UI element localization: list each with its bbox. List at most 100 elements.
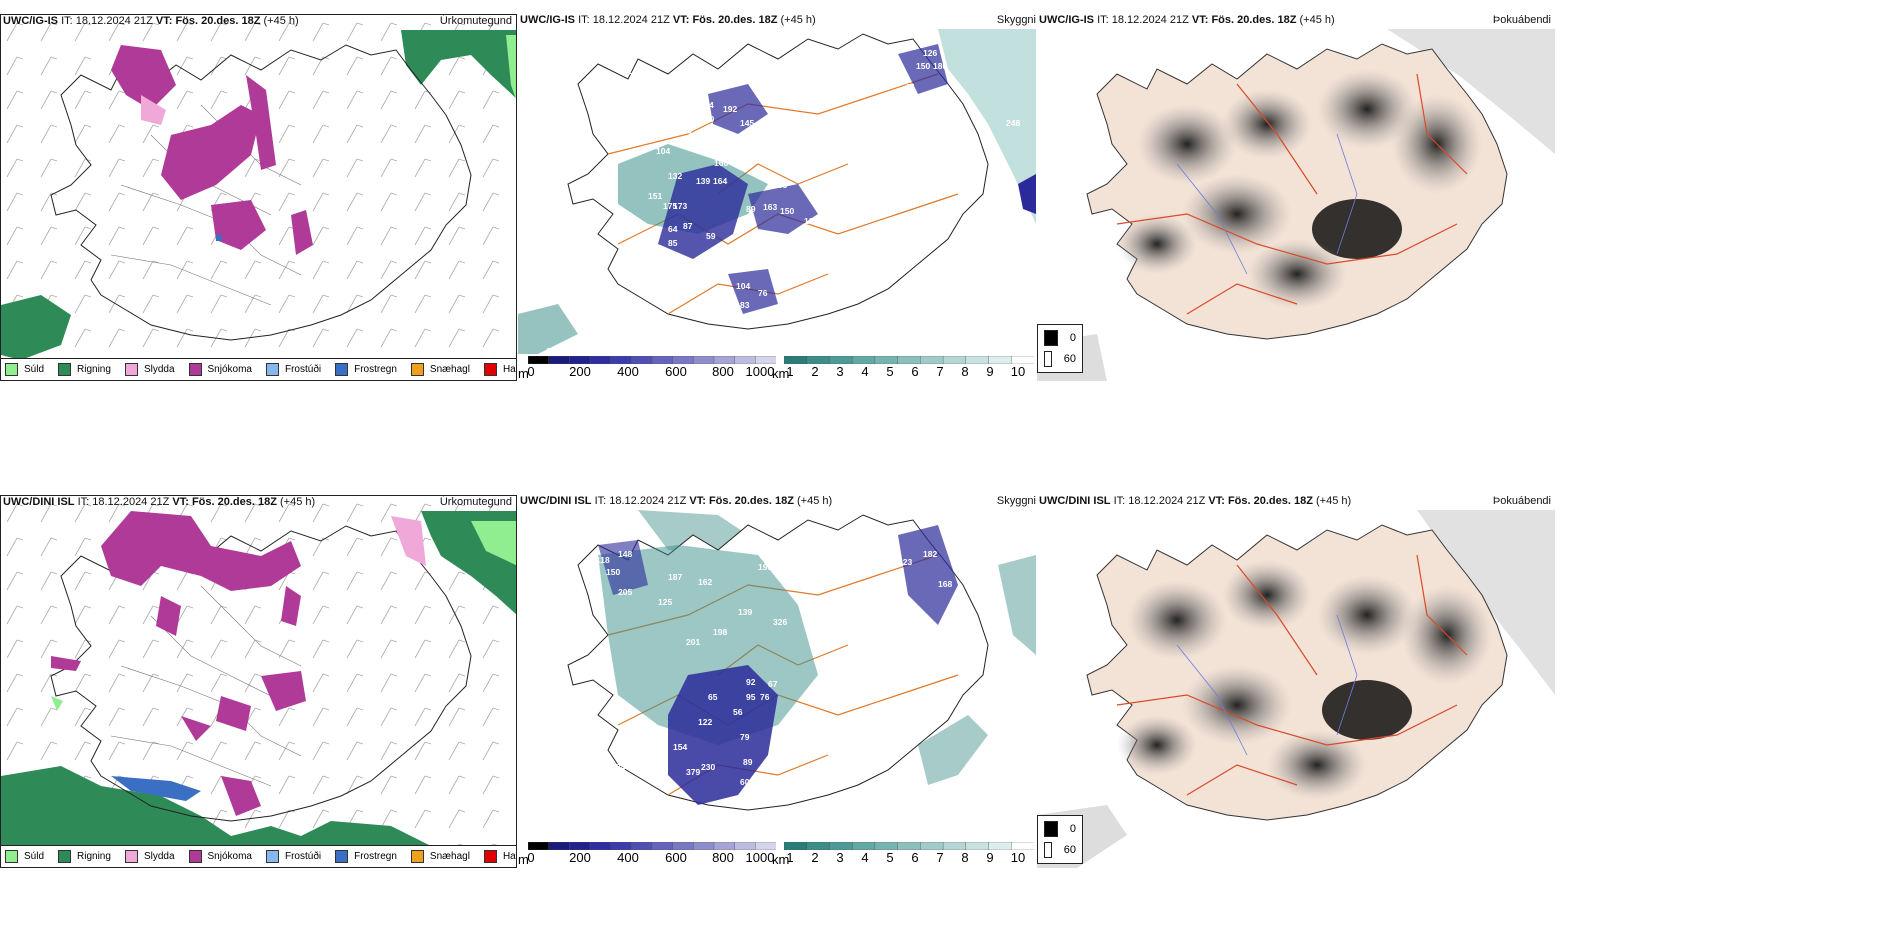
precip-legend-bottom: Súld Rigning Slydda Snjókoma Frostúði Fr… bbox=[1, 845, 516, 867]
vis-label: 248 bbox=[1006, 118, 1020, 128]
visibility-map-bottom: 205 148 150 118 187 162 195 105 123 182 … bbox=[567, 510, 1036, 811]
vis-label: 166 bbox=[714, 158, 728, 168]
colorbar-cell bbox=[528, 356, 550, 364]
colorbar-cell bbox=[631, 356, 653, 364]
vis-label: 83 bbox=[740, 300, 750, 310]
vis-label: 91 bbox=[906, 82, 916, 92]
legend-item: Slydda bbox=[124, 363, 175, 376]
vis-label: 87 bbox=[683, 221, 693, 231]
fog-legend-row: 60 bbox=[1044, 351, 1076, 367]
vis-label: 65 bbox=[708, 692, 718, 702]
legend-item: Snjókoma bbox=[188, 850, 252, 863]
cbar-m-cells bbox=[528, 356, 776, 364]
colorbar-cell bbox=[965, 356, 990, 364]
fog-legend-row: 0 bbox=[1044, 330, 1076, 346]
colorbar-m-bottom: m 0 200 400 600 800 1000 bbox=[518, 842, 776, 868]
colorbar-cell bbox=[713, 356, 736, 364]
vis-label: 125 bbox=[734, 136, 748, 146]
vis-label: 76 bbox=[758, 288, 768, 298]
vis-label: 126 bbox=[923, 48, 937, 58]
vis-label: 201 bbox=[704, 138, 718, 148]
colorbar-cell bbox=[897, 842, 921, 850]
colorbar-m-gradient bbox=[528, 842, 776, 850]
vis-label: 205 bbox=[618, 587, 632, 597]
colorbar-cell bbox=[784, 842, 808, 850]
colorbar-cell bbox=[651, 356, 674, 364]
vis-label: 173 bbox=[673, 201, 687, 211]
vis-label: 76 bbox=[760, 692, 770, 702]
vis-label: 120 bbox=[668, 98, 682, 108]
colorbar-m-gradient bbox=[528, 356, 776, 364]
colorbar-cell bbox=[874, 842, 899, 850]
colorbar-km-ticks: 1 2 3 4 5 6 7 8 9 10 bbox=[786, 850, 1026, 865]
panel-title-fog: Þokuábendi bbox=[1492, 14, 1551, 26]
legend-item: Frostregn bbox=[335, 363, 397, 376]
fog-panel-bottom: UWC/DINI ISL IT: 18.12.2024 21Z VT: Fös.… bbox=[1037, 495, 1555, 868]
vis-label: 127 bbox=[754, 152, 768, 162]
iceland-outline bbox=[567, 33, 989, 330]
vis-label: 230 bbox=[701, 762, 715, 772]
colorbar-cell bbox=[988, 842, 1012, 850]
panel-header-top-3: UWC/IG-IS IT: 18.12.2024 21Z VT: Fös. 20… bbox=[1039, 14, 1335, 26]
colorbar-cell bbox=[920, 842, 944, 850]
vis-label: 195 bbox=[758, 562, 772, 572]
vis-label: 59 bbox=[706, 231, 716, 241]
colorbar-cell bbox=[755, 842, 776, 850]
fog-legend-row: 60 bbox=[1044, 842, 1076, 858]
colorbar-cell bbox=[569, 356, 591, 364]
fog-panel-top: UWC/IG-IS IT: 18.12.2024 21Z VT: Fös. 20… bbox=[1037, 14, 1555, 381]
vis-label: 192 bbox=[723, 104, 737, 114]
visibility-panel-top: 126 180 150 420 91 248 132 94 120 114 19… bbox=[518, 14, 1036, 381]
iceland-outline bbox=[50, 44, 472, 341]
legend-item: Súld bbox=[5, 850, 44, 863]
colorbar-km-top: km 1 2 3 4 5 6 7 8 9 10 bbox=[772, 356, 1034, 381]
legend-item: Snæhagl bbox=[410, 850, 470, 863]
vis-label: 187 bbox=[668, 572, 682, 582]
vis-label: 420 bbox=[880, 52, 894, 62]
colorbar-cell bbox=[829, 356, 853, 364]
colorbar-km-ticks: 1 2 3 4 5 6 7 8 9 10 bbox=[786, 364, 1026, 379]
legend-item: Haglél bbox=[483, 363, 516, 376]
vis-label: 85 bbox=[668, 238, 678, 248]
colorbar-km-gradient bbox=[784, 842, 1034, 850]
legend-item: Slydda bbox=[124, 850, 175, 863]
vis-label: 165 bbox=[828, 692, 842, 702]
colorbar-cell bbox=[734, 356, 756, 364]
lead-time: (+45 h) bbox=[263, 15, 299, 27]
colorbar-km-gradient bbox=[784, 356, 1034, 364]
visibility-labels: 205 148 150 118 187 162 195 105 123 182 … bbox=[596, 549, 952, 807]
vis-label: 150 bbox=[606, 567, 620, 577]
vis-label: 155 bbox=[773, 180, 787, 190]
cbar-m-cells bbox=[528, 842, 776, 850]
vis-label: 139 bbox=[738, 607, 752, 617]
colorbar-cell bbox=[851, 356, 876, 364]
vis-label: 90 bbox=[546, 196, 556, 206]
colorbar-cell bbox=[672, 356, 694, 364]
vis-label: 145 bbox=[740, 118, 754, 128]
colorbar-m-ticks: 0 200 400 600 800 1000 bbox=[527, 850, 775, 865]
vis-label: 79 bbox=[740, 732, 750, 742]
panel-header-bottom-2: UWC/DINI ISL IT: 18.12.2024 21Z VT: Fös.… bbox=[520, 495, 833, 507]
vis-label: 154 bbox=[673, 742, 687, 752]
vis-label: 150 bbox=[780, 206, 794, 216]
colorbar-cell bbox=[693, 356, 715, 364]
cbar-km-cells bbox=[784, 842, 1034, 850]
vis-label: 125 bbox=[658, 597, 672, 607]
legend-item: Frostúði bbox=[265, 363, 321, 376]
panel-title-fog: Þokuábendi bbox=[1492, 495, 1551, 507]
vis-label: 197 bbox=[653, 130, 667, 140]
legend-item: Rigning bbox=[58, 850, 111, 863]
colorbar-cell bbox=[713, 842, 736, 850]
vis-label: 92 bbox=[746, 677, 756, 687]
legend-item: Snæhagl bbox=[410, 363, 470, 376]
vis-label: 128 bbox=[714, 246, 728, 256]
vis-label: 116 bbox=[546, 346, 560, 354]
colorbar-unit-km: km bbox=[772, 366, 790, 381]
colorbar-cell bbox=[548, 356, 570, 364]
fog-legend-top: 0 60 bbox=[1037, 324, 1083, 373]
legend-item: Rigning bbox=[58, 363, 111, 376]
vis-label: 91 bbox=[648, 242, 658, 252]
colorbar-cell bbox=[610, 842, 632, 850]
colorbar-m-ticks: 0 200 400 600 800 1000 bbox=[527, 364, 775, 379]
colorbar-cell bbox=[589, 842, 612, 850]
